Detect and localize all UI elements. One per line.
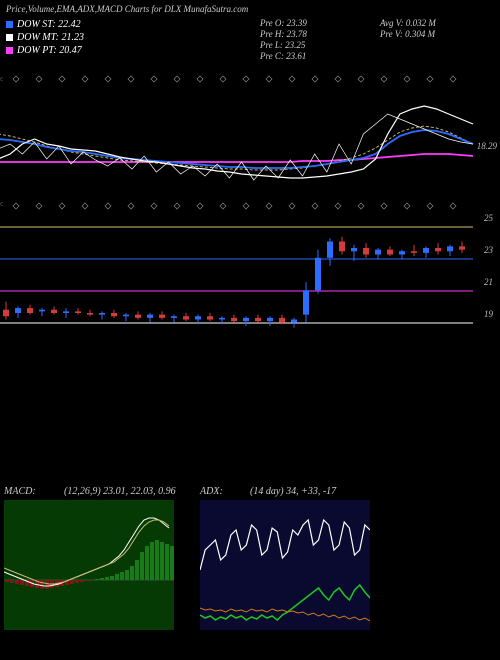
adx-params: (14 day) 34, +33, -17 bbox=[250, 486, 336, 497]
macd-chart bbox=[4, 500, 174, 630]
legend-item: DOW PT: 20.47 bbox=[6, 44, 84, 57]
macd-label: MACD: bbox=[4, 486, 36, 497]
legend: DOW ST: 22.42DOW MT: 21.23DOW PT: 20.47 bbox=[6, 18, 84, 57]
price-chart: <18.29 bbox=[0, 75, 475, 190]
macd-params: (12,26,9) 23.01, 22.03, 0.96 bbox=[64, 486, 176, 497]
legend-item: DOW MT: 21.23 bbox=[6, 31, 84, 44]
candle-chart: <25232119 bbox=[0, 200, 475, 330]
vol-info: Avg V: 0.032 MPre V: 0.304 M bbox=[380, 18, 436, 40]
ohlc-info: Pre O: 23.39Pre H: 23.78Pre L: 23.25Pre … bbox=[260, 18, 307, 62]
chart-title: Price,Volume,EMA,ADX,MACD Charts for DLX… bbox=[6, 4, 494, 14]
legend-item: DOW ST: 22.42 bbox=[6, 18, 84, 31]
adx-label: ADX: bbox=[200, 486, 223, 497]
adx-chart bbox=[200, 500, 370, 630]
